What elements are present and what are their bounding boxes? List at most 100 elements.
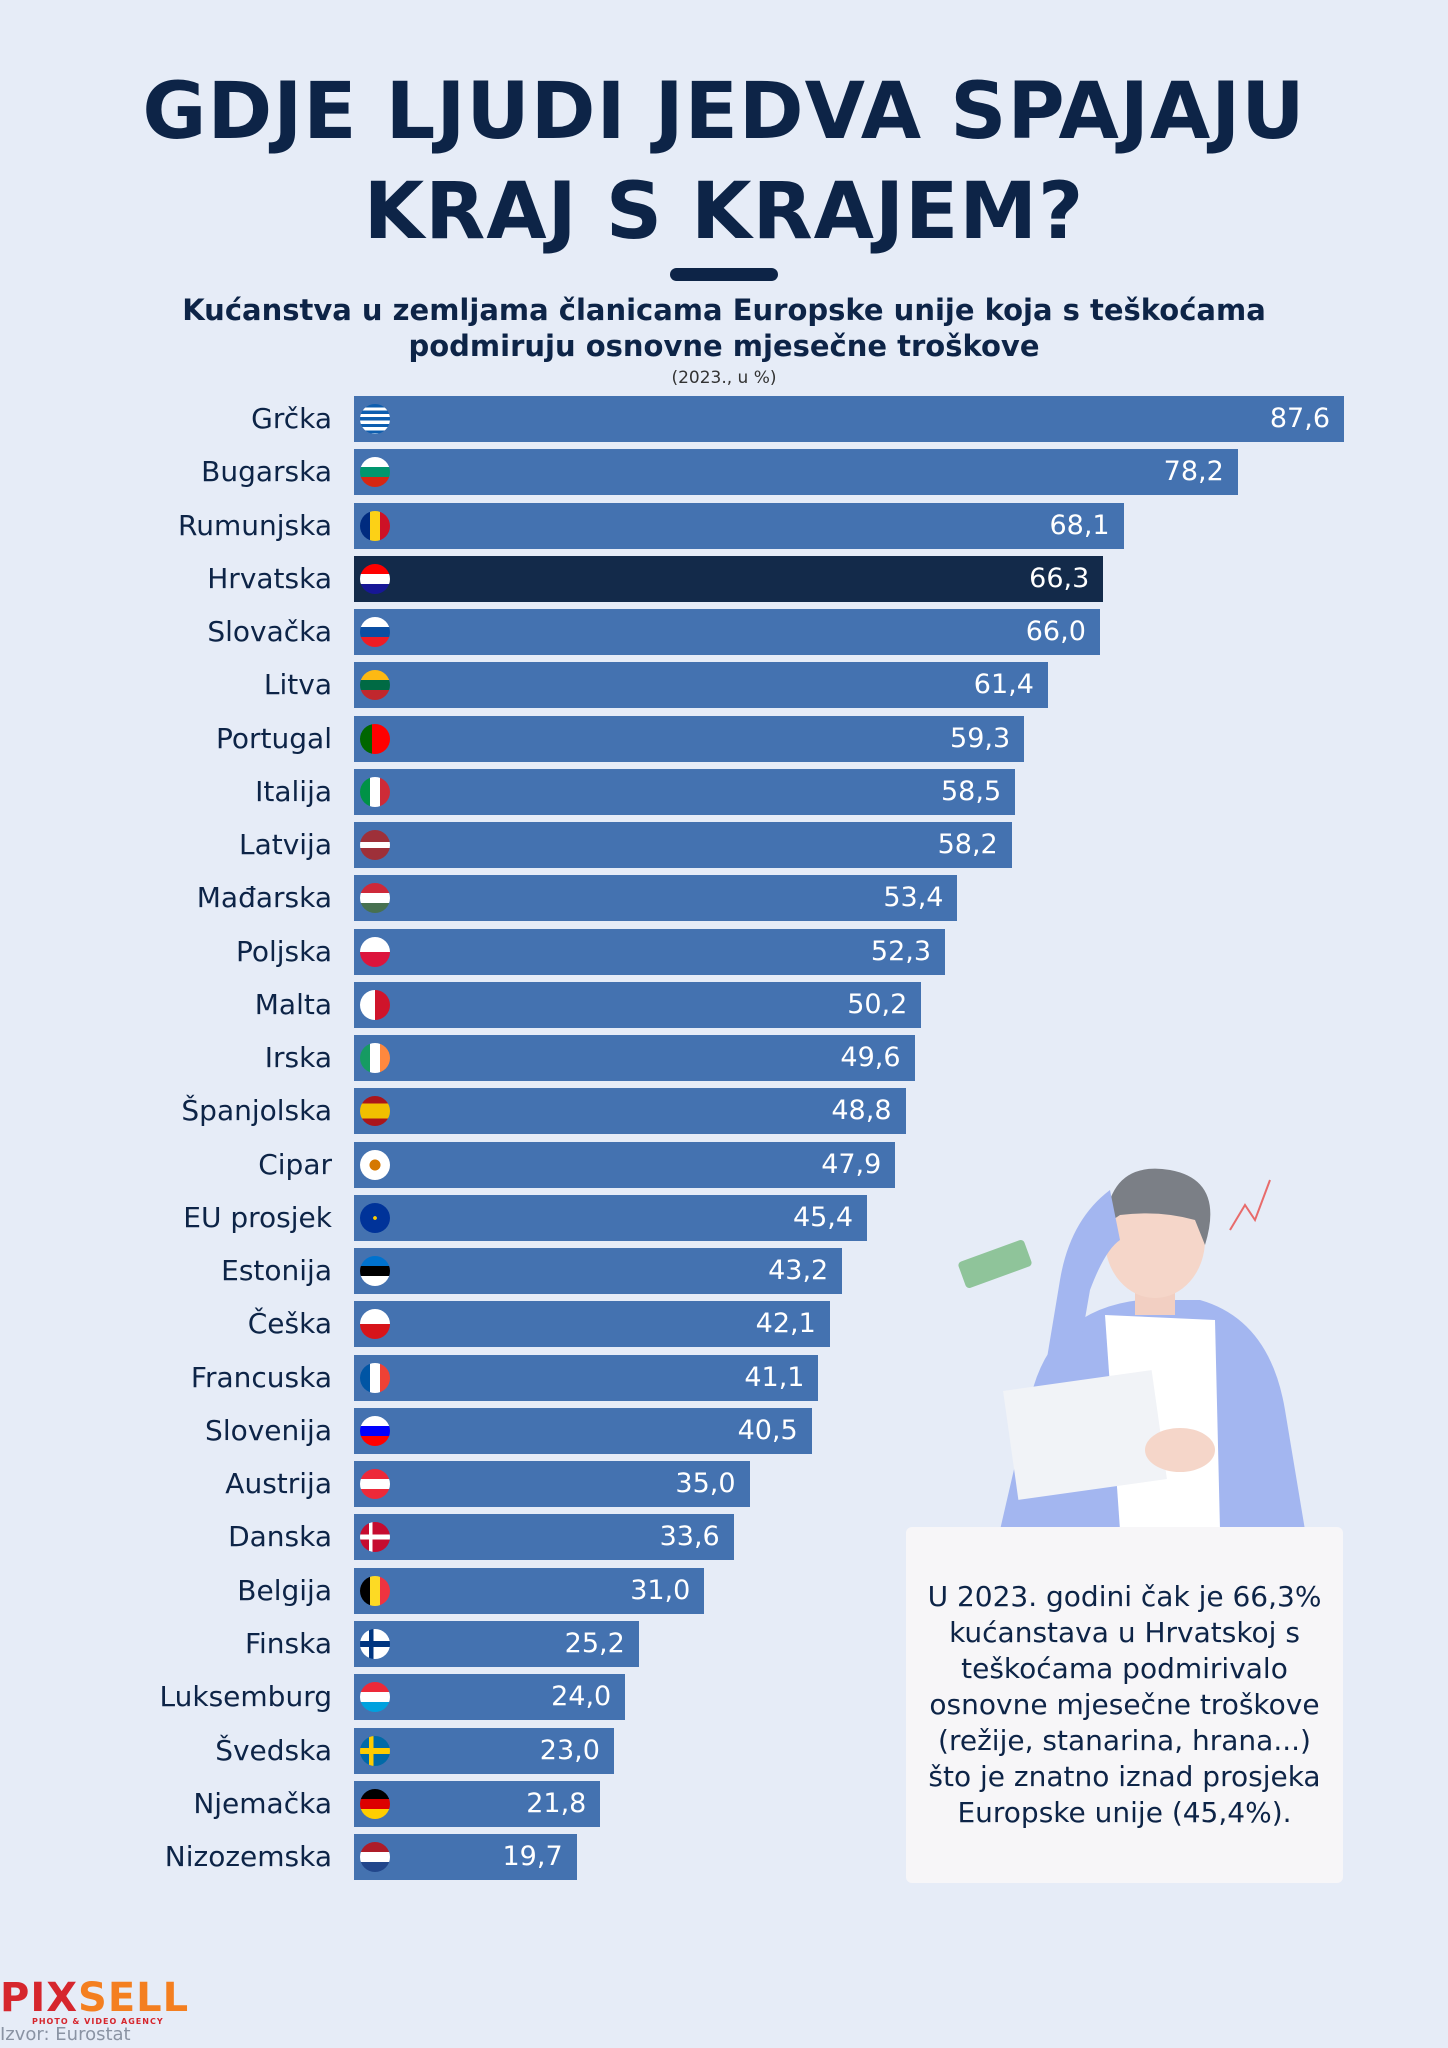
value-label: 23,0 <box>539 1734 600 1766</box>
flag-icon <box>360 1202 390 1233</box>
title-line-1: GDJE LJUDI JEDVA SPAJAJU <box>142 67 1306 157</box>
bar: 78,2 <box>354 449 1238 496</box>
flag-icon <box>360 1309 390 1340</box>
flag-icon <box>360 1522 390 1553</box>
flag-icon <box>360 989 390 1020</box>
value-label: 35,0 <box>675 1468 736 1500</box>
flag-icon <box>360 617 390 648</box>
bar: 41,1 <box>354 1354 819 1401</box>
value-label: 53,4 <box>883 882 944 914</box>
page-title: GDJE LJUDI JEDVA SPAJAJU KRAJ S KRAJEM? <box>0 62 1448 262</box>
value-label: 52,3 <box>870 935 932 967</box>
flag-icon <box>360 563 390 594</box>
category-label: Cipar <box>258 1147 332 1181</box>
subtitle: Kućanstva u zemljama članicama Europske … <box>182 293 1266 363</box>
category-label: EU prosjek <box>183 1200 332 1234</box>
flag-icon <box>360 1735 390 1766</box>
category-label: Irska <box>264 1041 332 1075</box>
value-label: 49,6 <box>840 1042 901 1074</box>
category-label: Belgija <box>237 1573 332 1607</box>
bar: 49,6 <box>354 1035 915 1082</box>
logo-part-1: PIX <box>0 1975 79 2021</box>
category-label: Hrvatska <box>207 561 332 595</box>
bar: 31,0 <box>354 1567 705 1614</box>
bar: 61,4 <box>354 662 1048 709</box>
bar: 87,6 <box>354 396 1344 442</box>
flag-icon <box>360 1362 390 1393</box>
value-label: 24,0 <box>551 1681 612 1713</box>
flag-icon <box>360 1149 390 1180</box>
logo-tagline: PHOTO & VIDEO AGENCY <box>32 2017 164 2026</box>
flag-icon <box>360 936 390 967</box>
bar: 19,7 <box>354 1834 577 1881</box>
flag-icon <box>360 1469 390 1500</box>
category-label: Grčka <box>251 402 332 435</box>
bar: 43,2 <box>354 1248 843 1295</box>
value-label: 87,6 <box>1269 403 1330 434</box>
value-label: 42,1 <box>755 1308 816 1340</box>
value-label: 66,0 <box>1025 616 1086 648</box>
flag-icon <box>360 1575 390 1606</box>
category-label: Portugal <box>216 721 332 755</box>
category-label: Latvija <box>238 828 332 862</box>
bar: 58,5 <box>354 768 1016 815</box>
category-label: Slovenija <box>205 1413 332 1447</box>
category-label: Malta <box>254 987 332 1021</box>
flag-icon <box>360 670 390 701</box>
bar: 25,2 <box>354 1620 639 1667</box>
value-label: 58,5 <box>941 775 1002 807</box>
bar: 47,9 <box>354 1141 896 1188</box>
category-label: Slovačka <box>207 615 332 649</box>
bar: 58,2 <box>354 822 1012 869</box>
flag-icon <box>360 457 390 488</box>
value-label: 66,3 <box>1029 562 1090 594</box>
value-label: 68,1 <box>1049 509 1110 541</box>
bar: 21,8 <box>354 1780 601 1827</box>
value-label: 50,2 <box>847 988 908 1020</box>
flag-icon <box>360 1043 390 1074</box>
source-label: Izvor: Eurostat <box>0 2024 131 2045</box>
category-label: Estonija <box>221 1254 332 1288</box>
logo-part-2: SELL <box>78 1975 190 2021</box>
flag-icon <box>360 1256 390 1287</box>
category-label: Italija <box>255 774 332 808</box>
value-label: 61,4 <box>973 669 1034 701</box>
category-label: Njemačka <box>193 1786 332 1820</box>
flag-icon <box>360 1628 390 1659</box>
flag-icon <box>360 1415 390 1446</box>
value-label: 33,6 <box>659 1521 720 1553</box>
category-label: Rumunjska <box>178 508 332 542</box>
flag-icon <box>360 883 390 914</box>
bar: 42,1 <box>354 1301 830 1348</box>
unit-label: (2023., u %) <box>671 368 777 388</box>
value-label: 47,9 <box>821 1148 882 1180</box>
value-label: 78,2 <box>1163 456 1224 488</box>
value-label: 45,4 <box>792 1201 854 1233</box>
flag-icon <box>360 723 390 754</box>
title-divider <box>670 268 778 281</box>
category-label: Poljska <box>235 934 332 968</box>
flag-icon <box>360 830 390 861</box>
title-line-2: KRAJ S KRAJEM? <box>363 167 1085 257</box>
bar: 59,3 <box>354 715 1025 762</box>
flag-icon <box>360 510 390 541</box>
bar: 66,3 <box>354 555 1104 602</box>
flag-icon <box>360 1842 390 1873</box>
value-label: 31,0 <box>630 1574 691 1606</box>
value-label: 48,8 <box>831 1095 892 1127</box>
value-label: 43,2 <box>768 1255 829 1287</box>
bar: 48,8 <box>354 1088 906 1135</box>
bar: 50,2 <box>354 981 922 1028</box>
bar: 68,1 <box>354 502 1124 549</box>
value-label: 40,5 <box>737 1414 798 1446</box>
category-label: Austrija <box>225 1467 332 1501</box>
bar: 23,0 <box>354 1727 614 1774</box>
stressed-person-illustration <box>958 1168 1305 1530</box>
value-label: 19,7 <box>502 1841 563 1873</box>
category-label: Češka <box>247 1307 332 1341</box>
bar: 35,0 <box>354 1461 750 1508</box>
category-label: Bugarska <box>201 455 332 489</box>
bar: 52,3 <box>354 928 946 975</box>
flag-icon <box>360 404 390 434</box>
category-label: Nizozemska <box>164 1840 332 1874</box>
